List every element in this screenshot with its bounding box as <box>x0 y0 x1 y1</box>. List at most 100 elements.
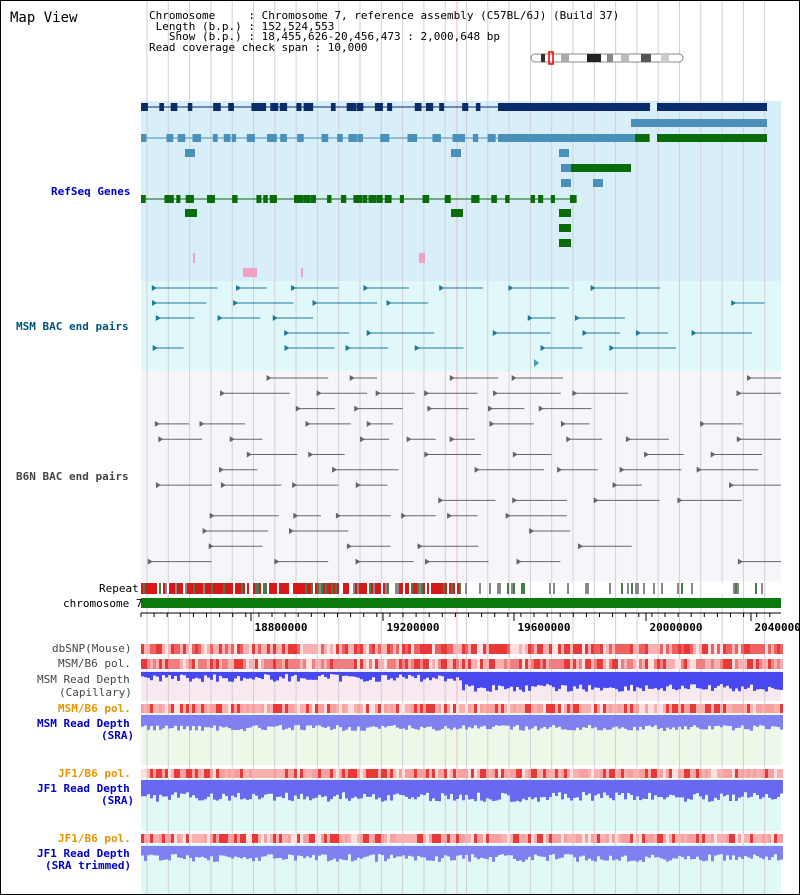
bac-end-marker <box>635 330 641 336</box>
jf1-depth-bar <box>741 780 744 797</box>
jf1-pol-2-cell <box>231 834 234 843</box>
repeat-element <box>607 583 609 594</box>
jf1-depth-bar <box>606 780 609 796</box>
dbsnp-cell <box>243 644 246 654</box>
msm-pol-2-cell <box>144 704 147 713</box>
jf1-depth-2-bar <box>630 846 633 861</box>
jf1-depth-bar <box>525 780 528 801</box>
repeat-element <box>627 583 629 594</box>
jf1-pol-2-cell <box>642 834 645 843</box>
bac-end-marker <box>266 375 272 381</box>
msm-pol-cell <box>759 659 762 669</box>
jf1-pol-2-cell <box>372 834 375 843</box>
jf1-depth-bar <box>495 780 498 801</box>
jf1-depth-2-bar <box>510 846 513 856</box>
jf1-pol-2-cell <box>528 834 531 843</box>
msm-depth-cap-bar <box>360 672 363 680</box>
msm-depth-cap-bar <box>519 672 522 690</box>
msm-pol-cell <box>624 659 627 669</box>
msm-pol-cell <box>618 659 621 669</box>
msm-pol-2-cell <box>594 704 597 713</box>
msm-depth-cap-bar <box>474 672 477 692</box>
msm-depth-sra-bar <box>345 715 348 730</box>
jf1-pol-cell <box>477 769 480 778</box>
jf1-depth-2-bar <box>420 846 423 858</box>
msm-depth-cap-bar <box>369 672 372 680</box>
track-label-refseq[interactable]: RefSeq Genes <box>51 185 131 198</box>
msm-pol-2-cell <box>369 704 372 713</box>
jf1-depth-2-bar <box>387 846 390 859</box>
jf1-depth-bar <box>477 780 480 793</box>
msm-pol-cell <box>222 659 225 669</box>
jf1-depth-2-bar <box>375 846 378 862</box>
msm-depth-cap-bar <box>573 672 576 687</box>
bac-end-marker <box>578 543 584 550</box>
jf1-depth-bar <box>396 780 399 794</box>
jf1-depth-bar <box>612 780 615 801</box>
msm-depth-sra-bar <box>759 715 762 726</box>
jf1-pol-cell <box>270 769 273 778</box>
msm-depth-sra-bar <box>267 715 270 727</box>
dbsnp-cell <box>447 644 450 654</box>
msm-depth-sra-bar <box>246 715 249 729</box>
repeat-element <box>151 583 153 594</box>
msm-depth-cap-bar <box>210 672 213 680</box>
repeat-element <box>621 583 623 594</box>
dbsnp-cell <box>189 644 192 654</box>
repeat-element <box>427 583 429 594</box>
repeat-element <box>255 583 257 594</box>
jf1-pol-cell <box>261 769 264 778</box>
jf1-depth-2-bar <box>732 846 735 856</box>
jf1-pol-cell <box>552 769 555 778</box>
dbsnp-cell <box>444 644 447 654</box>
track-label-b6n-bac[interactable]: B6N BAC end pairs <box>16 470 129 483</box>
repeat-element <box>265 583 267 594</box>
bac-end-marker <box>363 285 369 291</box>
jf1-depth-2-bar <box>555 846 558 860</box>
msm-depth-cap-bar <box>585 672 588 692</box>
jf1-pol-cell <box>336 769 339 778</box>
jf1-depth-bar <box>753 780 756 794</box>
jf1-depth-bar <box>735 780 738 801</box>
jf1-pol-cell <box>246 769 249 778</box>
msm-depth-sra-bar <box>273 715 276 727</box>
jf1-depth-2-bar <box>210 846 213 857</box>
jf1-depth-bar <box>729 780 732 802</box>
repeat-element <box>459 583 461 594</box>
msm-pol-cell <box>648 659 651 669</box>
repeat-element <box>521 583 523 594</box>
bac-end-marker <box>158 436 164 443</box>
repeat-element <box>301 583 303 594</box>
repeat-element <box>305 583 307 594</box>
msm-depth-sra-bar <box>330 715 333 730</box>
dbsnp-cell <box>516 644 519 654</box>
msm-pol-2-cell <box>396 704 399 713</box>
msm-depth-sra-bar <box>453 715 456 728</box>
jf1-depth-bar <box>333 780 336 797</box>
msm-pol-2-cell <box>732 704 735 713</box>
jf1-depth-bar <box>516 780 519 801</box>
jf1-pol-2-cell <box>255 834 258 843</box>
repeat-element <box>407 583 409 594</box>
repeat-element <box>279 583 281 594</box>
jf1-pol-2-cell <box>489 834 492 843</box>
jf1-depth-2-bar <box>321 846 324 855</box>
jf1-pol-2-cell <box>585 834 588 843</box>
jf1-pol-cell <box>288 769 291 778</box>
msm-bac-track-bg <box>141 281 781 371</box>
dbsnp-cell <box>348 644 351 654</box>
repeat-element <box>345 583 347 594</box>
msm-depth-cap-bar <box>273 672 276 682</box>
jf1-depth-2-bar <box>144 846 147 862</box>
jf1-pol-cell <box>558 769 561 778</box>
jf1-pol-2-cell <box>405 834 408 843</box>
jf1-pol-cell <box>630 769 633 778</box>
msm-depth-cap-bar <box>705 672 708 690</box>
msm-pol-cell <box>669 659 672 669</box>
jf1-depth-2-bar <box>429 846 432 861</box>
dbsnp-cell <box>168 644 171 654</box>
jf1-depth-2-bar <box>621 846 624 857</box>
track-label-msm-bac[interactable]: MSM BAC end pairs <box>16 320 129 333</box>
pseudogene <box>193 253 195 263</box>
dbsnp-cell <box>729 644 732 654</box>
